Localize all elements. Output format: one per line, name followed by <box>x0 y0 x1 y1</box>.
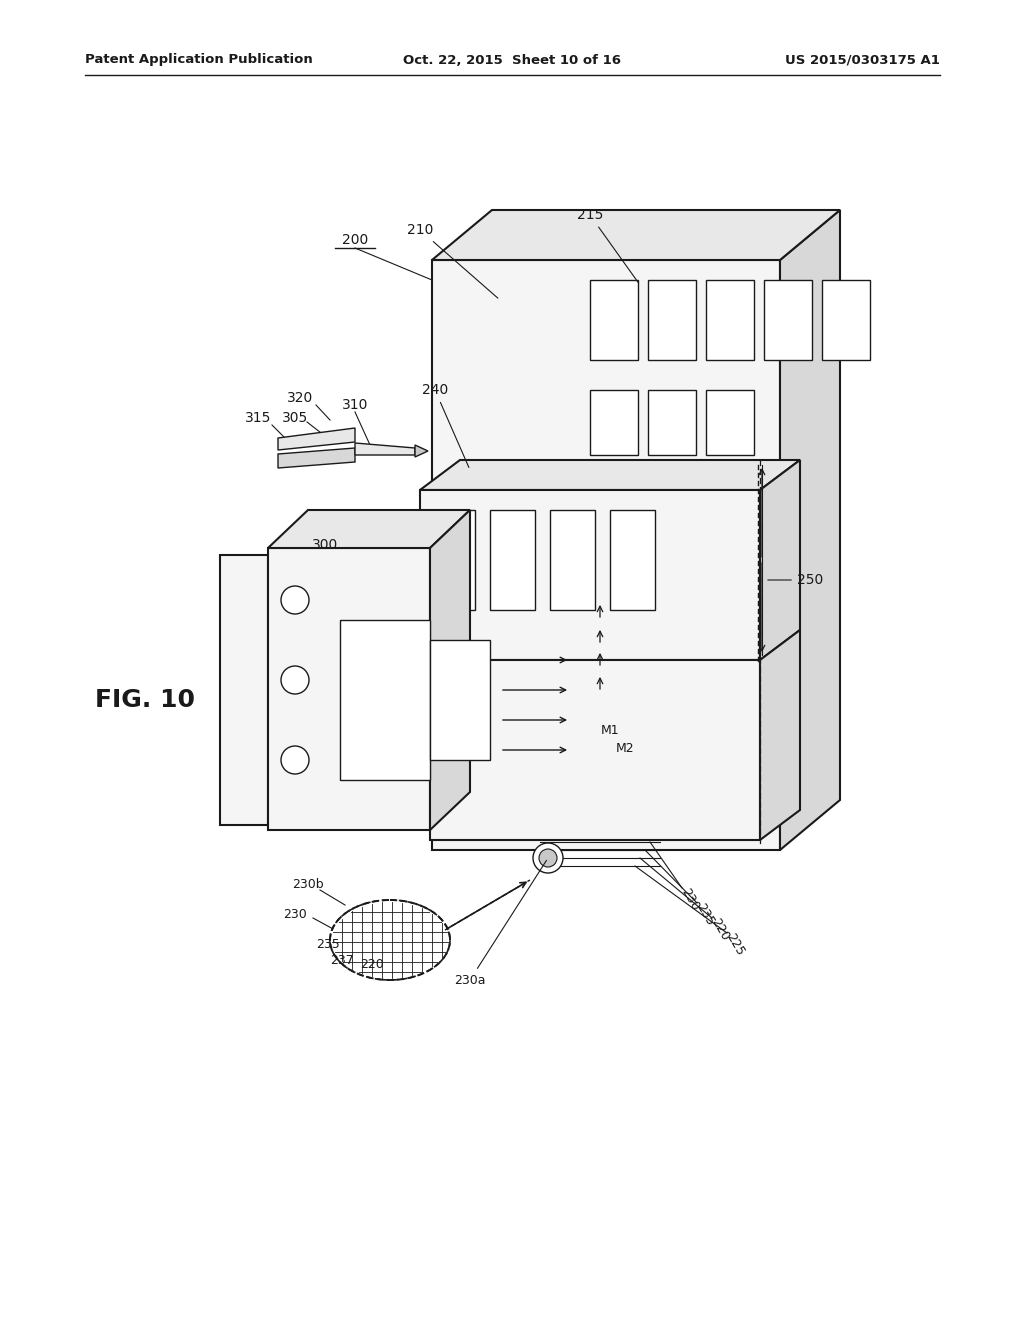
Polygon shape <box>648 389 696 455</box>
Polygon shape <box>268 548 430 830</box>
Text: US 2015/0303175 A1: US 2015/0303175 A1 <box>785 54 940 66</box>
Polygon shape <box>760 630 800 840</box>
Text: 237: 237 <box>330 953 354 966</box>
Text: Oct. 22, 2015  Sheet 10 of 16: Oct. 22, 2015 Sheet 10 of 16 <box>403 54 621 66</box>
Circle shape <box>539 849 557 867</box>
Polygon shape <box>340 620 430 780</box>
Polygon shape <box>415 445 428 457</box>
Circle shape <box>281 746 309 774</box>
Text: 315: 315 <box>245 411 271 425</box>
Text: M1: M1 <box>601 723 620 737</box>
Polygon shape <box>268 510 470 548</box>
Text: 220: 220 <box>709 916 731 944</box>
Polygon shape <box>590 280 638 360</box>
Polygon shape <box>220 554 268 825</box>
Text: FIG. 10: FIG. 10 <box>95 688 195 711</box>
Polygon shape <box>780 210 840 850</box>
Text: 300: 300 <box>312 539 338 552</box>
Polygon shape <box>764 280 812 360</box>
Text: 230a: 230a <box>455 861 547 986</box>
Text: 235: 235 <box>316 939 340 952</box>
Polygon shape <box>430 660 760 840</box>
Polygon shape <box>822 280 870 360</box>
Text: 250: 250 <box>768 573 823 587</box>
Text: 320: 320 <box>287 391 313 405</box>
Polygon shape <box>430 510 470 830</box>
Polygon shape <box>490 510 535 610</box>
Text: 240: 240 <box>422 383 469 467</box>
Text: M2: M2 <box>615 742 634 755</box>
Polygon shape <box>706 389 754 455</box>
Polygon shape <box>648 280 696 360</box>
Circle shape <box>534 843 563 873</box>
Polygon shape <box>432 260 780 850</box>
Text: 215: 215 <box>577 209 638 282</box>
Polygon shape <box>420 490 760 660</box>
Text: 305: 305 <box>282 411 308 425</box>
Ellipse shape <box>330 900 450 979</box>
Polygon shape <box>432 210 840 260</box>
Text: 225: 225 <box>723 932 746 958</box>
Polygon shape <box>550 510 595 610</box>
Polygon shape <box>355 444 415 455</box>
Text: 235: 235 <box>693 902 717 928</box>
Circle shape <box>281 667 309 694</box>
Polygon shape <box>590 389 638 455</box>
Polygon shape <box>430 640 490 760</box>
Text: 230: 230 <box>679 887 701 913</box>
Polygon shape <box>760 459 800 660</box>
Polygon shape <box>430 510 475 610</box>
Text: 310: 310 <box>342 399 369 412</box>
Circle shape <box>281 586 309 614</box>
Polygon shape <box>278 428 355 450</box>
Text: 220: 220 <box>360 958 384 972</box>
Polygon shape <box>420 459 800 490</box>
Text: Patent Application Publication: Patent Application Publication <box>85 54 312 66</box>
Text: 230: 230 <box>283 908 307 921</box>
Polygon shape <box>278 447 355 469</box>
Text: 200: 200 <box>342 234 368 247</box>
Polygon shape <box>610 510 655 610</box>
Polygon shape <box>706 280 754 360</box>
Text: 210: 210 <box>407 223 498 298</box>
Text: 230b: 230b <box>292 879 324 891</box>
